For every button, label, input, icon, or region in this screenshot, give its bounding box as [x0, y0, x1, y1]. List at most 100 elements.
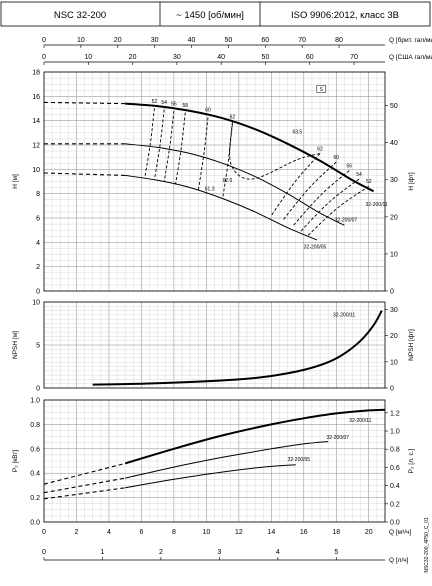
efficiency-label: 54 — [161, 100, 167, 106]
top-axis-tick-label: 60 — [306, 54, 314, 61]
y-tick-label: 0.4 — [30, 471, 40, 478]
efficiency-label: 54 — [356, 172, 362, 178]
right-tick-label: 0 — [390, 386, 394, 393]
iso-efficiency-line — [222, 123, 233, 199]
dashed-extension — [43, 462, 126, 485]
series-line-32-200-07 — [125, 143, 345, 226]
pump-model: NSC 32-200 — [54, 10, 106, 21]
standard-label: ISO 9906:2012, класс 3В — [291, 10, 399, 21]
efficiency-label: 61.3 — [205, 186, 215, 192]
efficiency-label: 62 — [230, 115, 236, 121]
iso-efficiency-line — [292, 170, 350, 227]
top-axis-tick-label: 60 — [261, 37, 269, 44]
y-tick-label: 4 — [36, 240, 40, 247]
x-tick-label: 14 — [267, 529, 275, 536]
x2-tick-label: 5 — [334, 549, 338, 556]
x-axis-title: Q [м³/ч] — [389, 529, 411, 536]
badge-label: S — [320, 87, 324, 93]
side-code: NSC32-200_4P50_C_01 — [424, 517, 430, 573]
efficiency-label: 60 — [205, 107, 211, 113]
y-tick-label: 14 — [32, 118, 40, 125]
y-tick-label: 18 — [32, 70, 40, 77]
y-tick-label: 8 — [36, 191, 40, 198]
top-axis-tick-label: 50 — [225, 37, 233, 44]
iso-efficiency-line — [197, 117, 209, 191]
top-axis-tick-label: 30 — [151, 37, 159, 44]
efficiency-label: 56 — [171, 101, 177, 107]
x-tick-label: 8 — [172, 529, 176, 536]
y-axis-title-left: P₂ [кВт] — [12, 450, 19, 472]
x-tick-label: 2 — [75, 529, 79, 536]
top-axis-tick-label: 20 — [114, 37, 122, 44]
y-tick-label: 1.0 — [30, 398, 40, 405]
series-label: 32-200/11 — [349, 418, 371, 424]
series-line-32-200-07 — [125, 441, 329, 479]
y-tick-label: 10 — [32, 300, 40, 307]
y-tick-label: 0.6 — [30, 446, 40, 453]
panel-frame — [43, 71, 386, 292]
series-label: 32-200/11 — [333, 313, 355, 319]
x-tick-label: 18 — [332, 529, 340, 536]
right-tick-label: 1.2 — [390, 410, 400, 417]
y-axis-title-left: NPSH [м] — [12, 331, 19, 359]
series-line-32-200-11 — [92, 310, 383, 386]
iso-efficiency-line — [306, 186, 370, 237]
right-tick-label: 10 — [390, 251, 398, 258]
x-tick-label: 0 — [42, 529, 46, 536]
right-tick-label: 10 — [390, 359, 398, 366]
efficiency-label: 56 — [346, 163, 352, 169]
panel-frame — [43, 301, 386, 389]
top-axis-tick-label: 70 — [298, 37, 306, 44]
y-axis-title-right: P₂ [л. с.] — [408, 448, 415, 473]
x2-axis-title: Q [л/ч] — [389, 557, 409, 564]
y-tick-label: 0.0 — [30, 520, 40, 527]
right-tick-label: 20 — [390, 214, 398, 221]
series-label: 32-200/05 — [288, 457, 311, 463]
top-axis-tick-label: 40 — [188, 37, 196, 44]
series-label: 32-200/07 — [335, 218, 358, 224]
x-tick-label: 16 — [300, 529, 308, 536]
y-axis-title-left: H [м] — [12, 174, 19, 189]
right-tick-label: 0.8 — [390, 447, 400, 454]
top-axis-tick-label: 0 — [42, 37, 46, 44]
efficiency-label: 60 — [334, 155, 340, 161]
right-tick-label: 50 — [390, 103, 398, 110]
y-axis-title-right: H [фт] — [408, 172, 415, 190]
right-tick-label: 1.0 — [390, 429, 400, 436]
x-tick-label: 20 — [365, 529, 373, 536]
top-axis-tick-label: 40 — [217, 54, 225, 61]
x2-tick-label: 4 — [276, 549, 280, 556]
right-tick-label: 0.4 — [390, 483, 400, 490]
dashed-extension — [43, 477, 126, 494]
y-tick-label: 16 — [32, 94, 40, 101]
efficiency-label: 63.5 — [292, 129, 302, 135]
series-line-32-200-05 — [125, 464, 296, 489]
right-tick-label: 20 — [390, 333, 398, 340]
efficiency-label: 62.0 — [223, 178, 233, 184]
series-label: 32-200/11 — [366, 202, 388, 208]
top-axis-tick-label: 30 — [173, 54, 181, 61]
right-tick-label: 40 — [390, 140, 398, 147]
iso-efficiency-line — [282, 161, 337, 221]
y-tick-label: 0 — [36, 386, 40, 393]
efficiency-label: 58 — [182, 103, 188, 109]
right-tick-label: 0.0 — [390, 520, 400, 527]
top-axis-title: Q [брит. гал/мин] — [389, 36, 432, 44]
x2-tick-label: 2 — [159, 549, 163, 556]
right-tick-label: 30 — [390, 177, 398, 184]
iso-efficiency-loop — [229, 121, 321, 180]
iso-efficiency-line — [144, 108, 155, 179]
badge-box — [316, 85, 327, 93]
series-line-32-200-11 — [124, 408, 386, 465]
x2-tick-label: 1 — [101, 549, 105, 556]
efficiency-label: 62 — [317, 146, 323, 152]
y-tick-label: 0.8 — [30, 422, 40, 429]
y-tick-label: 6 — [36, 216, 40, 223]
top-axis-tick-label: 10 — [77, 37, 85, 44]
iso-efficiency-line — [270, 153, 321, 216]
top-axis-tick-label: 80 — [335, 37, 343, 44]
x-tick-label: 10 — [202, 529, 210, 536]
y-axis-title-right: NPSH [фт] — [408, 329, 415, 361]
x-tick-label: 12 — [235, 529, 243, 536]
